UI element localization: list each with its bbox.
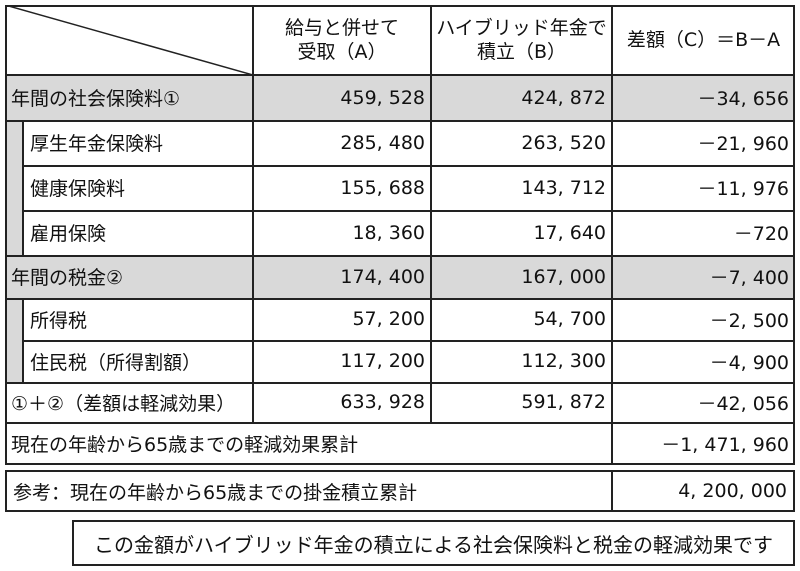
header-col-a-line2: 受取（A） [297,41,387,63]
row-pension-label: 厚生年金保険料 [30,133,164,155]
header-col-b-line1: ハイブリッド年金で [436,17,607,39]
row-resident-tax-c: －4, 900 [709,351,789,374]
reference-label: 参考：現在の年齢から65歳までの掛金積立累計 [13,481,418,504]
header-col-b: ハイブリッド年金で 積立（B） [431,5,612,75]
row-income-tax-b: 54, 700 [533,308,606,330]
row-employment-label: 雇用保険 [30,223,107,245]
row-tax-c: －7, 400 [709,267,789,289]
row-shade-social [5,75,795,120]
reference-box: 参考：現在の年齢から65歳までの掛金積立累計 4, 200, 000 [5,470,795,512]
row-health-label: 健康保険料 [30,178,126,200]
row-resident-tax-b: 112, 300 [521,350,606,372]
row-pension-b: 263, 520 [521,131,606,154]
header-col-a: 給与と併せて 受取（A） [253,5,431,75]
row-social-a: 459, 528 [340,86,425,109]
row-total-c: －42, 056 [697,392,789,415]
row-income-tax-label: 所得税 [30,309,88,332]
indent-tax [5,298,22,382]
row-pension-a: 285, 480 [340,131,425,154]
indent-social [5,120,22,255]
row-total-a: 633, 928 [340,391,425,413]
row-employment-a: 18, 360 [352,221,425,244]
row-health-b: 143, 712 [521,176,606,199]
row-resident-tax-a: 117, 200 [340,350,425,372]
row-shade-tax [5,255,795,298]
row-tax-label: 年間の税金② [11,267,124,289]
row-employment-c: －720 [733,223,789,245]
row-income-tax-c: －2, 500 [709,309,789,332]
row-social-c: －34, 656 [697,88,789,110]
row-pension-c: －21, 960 [697,133,789,155]
row-health-c: －11, 976 [697,178,789,200]
row-health-a: 155, 688 [340,176,425,199]
row-social-b: 424, 872 [521,86,606,109]
header-col-a-line1: 給与と併せて [284,17,399,39]
row-employment-b: 17, 640 [533,221,606,244]
row-resident-tax-label: 住民税（所得割額） [30,351,202,374]
row-social-label: 年間の社会保険料① [11,88,181,110]
row-income-tax-a: 57, 200 [352,308,425,330]
row-total-b: 591, 872 [521,391,606,413]
note-box: この金額がハイブリッド年金の積立による社会保険料と税金の軽減効果です [72,520,795,566]
row-total-label: ①＋②（差額は軽減効果） [11,392,236,415]
note-text: この金額がハイブリッド年金の積立による社会保険料と税金の軽減効果です [94,532,773,557]
reference-value: 4, 200, 000 [678,480,787,502]
cumulative-value: －1, 471, 960 [661,434,789,456]
header-corner-diagonal [5,5,253,75]
cumulative-label: 現在の年齢から65歳までの軽減効果累計 [11,434,359,456]
main-table: 給与と併せて 受取（A） ハイブリッド年金で 積立（B） 差額（C）＝B－A 年… [5,5,795,465]
header-col-b-line2: 積立（B） [476,41,567,63]
header-col-c: 差額（C）＝B－A [612,5,795,75]
header-col-c-label: 差額（C）＝B－A [626,29,781,51]
row-tax-a: 174, 400 [340,265,425,288]
row-tax-b: 167, 000 [521,265,606,288]
